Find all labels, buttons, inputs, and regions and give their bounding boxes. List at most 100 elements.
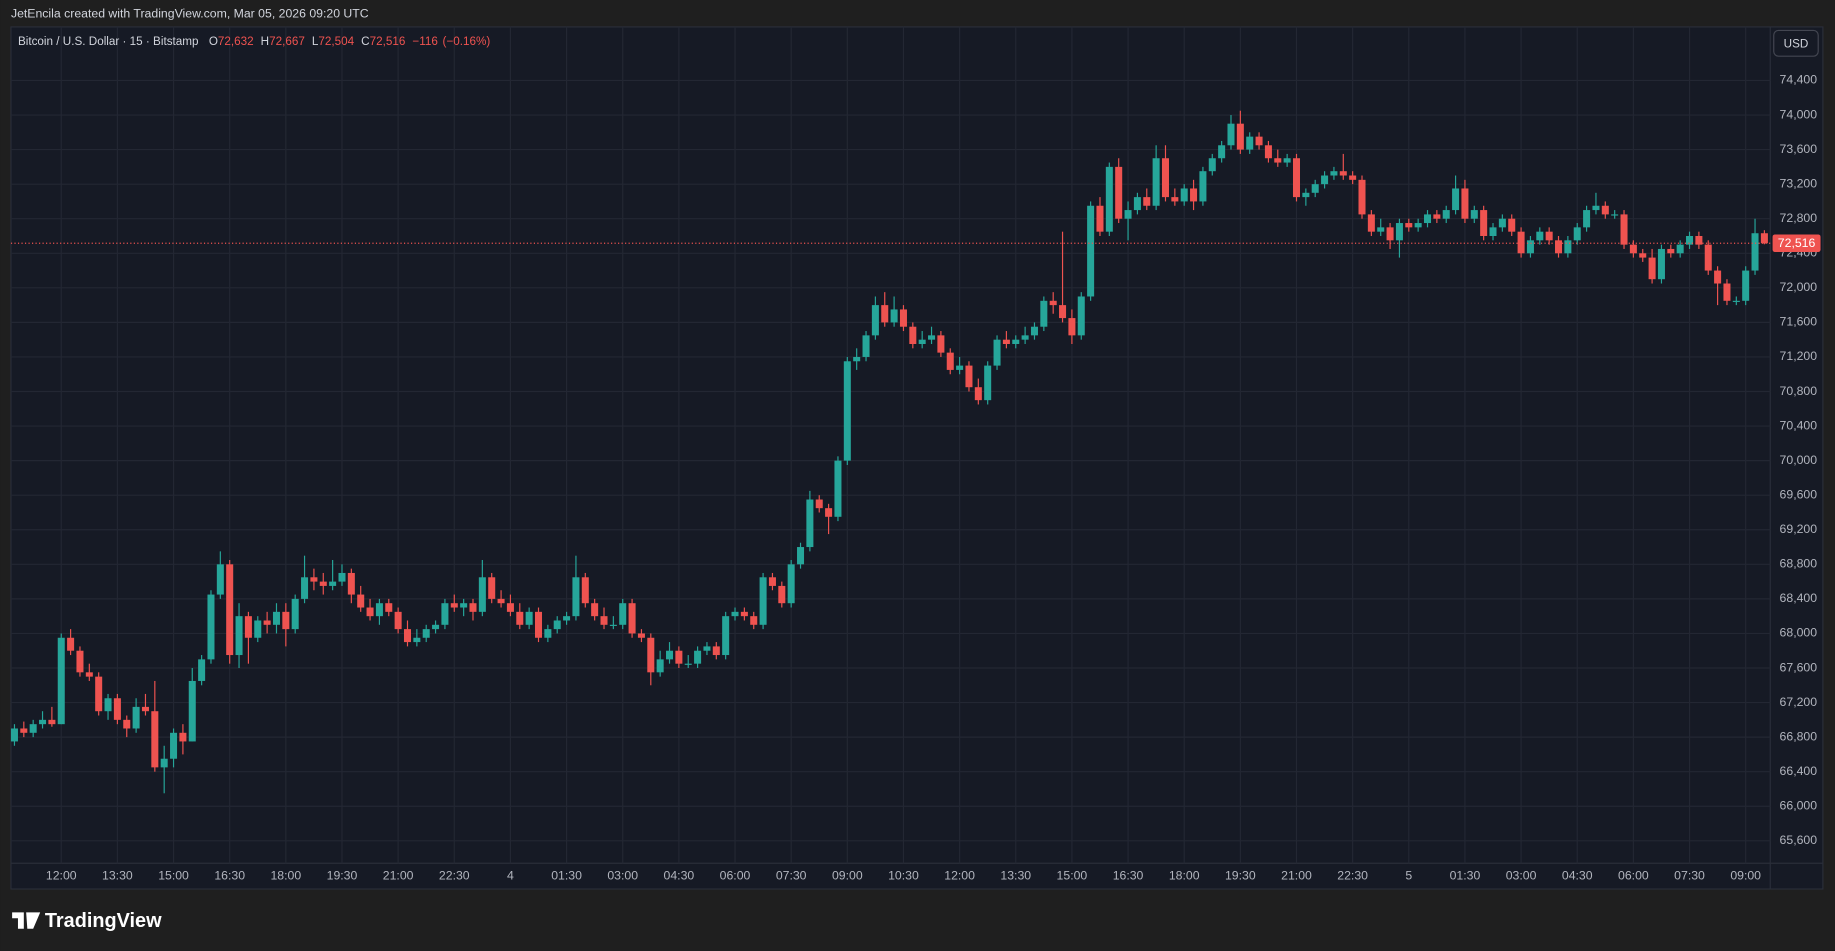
candle-body: [450, 603, 458, 608]
candle-body: [1583, 210, 1591, 228]
candle-body: [1021, 335, 1029, 340]
candle-body: [1526, 240, 1534, 254]
candle-body: [1629, 244, 1637, 254]
candle-body: [563, 616, 571, 621]
x-tick-label: 04:30: [664, 868, 695, 882]
candle-body: [329, 581, 337, 586]
candle-body: [1742, 270, 1750, 301]
candle-body: [1723, 283, 1731, 301]
candle-body: [656, 659, 664, 673]
candle-body: [937, 335, 945, 353]
candle-body: [647, 637, 655, 673]
chart-pane: [10, 26, 1824, 890]
currency[interactable]: USD: [1784, 38, 1809, 51]
candle-body: [871, 305, 879, 336]
y-tick-label: 73,200: [1780, 176, 1818, 190]
candle-body: [1002, 339, 1010, 344]
y-tick-label: 66,000: [1780, 798, 1818, 812]
y-tick-label: 70,400: [1780, 418, 1818, 432]
candle-body: [1732, 300, 1740, 302]
candle-body: [619, 603, 627, 625]
y-tick-label: 69,600: [1780, 487, 1818, 501]
candle-body: [29, 724, 37, 733]
candle-body: [740, 611, 748, 617]
y-tick-label: 72,800: [1780, 211, 1818, 225]
candle-body: [899, 309, 907, 327]
candle-body: [1274, 158, 1282, 163]
logo-icon: [12, 912, 41, 929]
candle-body: [1124, 210, 1132, 219]
candle-body: [1695, 235, 1703, 245]
x-tick-label: 09:00: [832, 868, 863, 882]
candle-body: [1480, 210, 1488, 236]
legend: Bitcoin / U.S. Dollar · 15 · Bitstamp O7…: [18, 35, 490, 48]
candle-body: [85, 672, 93, 677]
candle-body: [1508, 218, 1516, 232]
candle-body: [272, 611, 280, 625]
candle-body: [76, 650, 84, 673]
candle-body: [1096, 205, 1104, 232]
candle-body: [347, 572, 355, 595]
brand: TradingView: [45, 910, 162, 932]
x-tick-label: 4: [507, 868, 514, 882]
candle-body: [1190, 188, 1198, 202]
candle-body: [1040, 300, 1048, 327]
y-tick-label: 70,800: [1780, 384, 1818, 398]
candle-body: [357, 594, 365, 608]
candle-body: [1592, 205, 1600, 211]
candle-body: [1311, 184, 1319, 193]
candle-body: [1218, 145, 1226, 159]
candle-body: [319, 581, 327, 586]
candle-body: [553, 620, 561, 630]
candle-body: [254, 620, 262, 638]
candle-body: [1498, 218, 1506, 228]
candle-body: [1367, 214, 1375, 232]
candle-body: [1573, 227, 1581, 241]
logo: TradingView: [12, 910, 162, 932]
candle-body: [432, 624, 440, 630]
candle-body: [965, 365, 973, 388]
candle-body: [909, 326, 917, 344]
y-tick-label: 73,600: [1780, 142, 1818, 156]
x-tick-label: 12:00: [46, 868, 77, 882]
candle-body: [1236, 123, 1244, 150]
y-tick-label: 70,000: [1780, 453, 1818, 467]
candle-body: [628, 603, 636, 634]
candle-body: [1667, 248, 1675, 254]
candle-body: [1676, 244, 1684, 254]
candle-body: [132, 706, 140, 729]
legend-key: C: [361, 35, 369, 48]
candle-body: [928, 335, 936, 340]
candle-body: [516, 611, 524, 625]
candle-body: [244, 616, 252, 638]
candle-body: [10, 728, 18, 742]
candle-body: [188, 680, 196, 742]
candle-body: [263, 620, 271, 625]
candle-body: [1611, 214, 1619, 216]
candle-body: [170, 732, 178, 759]
x-tick-label: 15:00: [1057, 868, 1088, 882]
candle-body: [1433, 214, 1441, 219]
last-price-label: 72,516: [1778, 236, 1816, 250]
candle-body: [918, 339, 926, 344]
candle-body: [1489, 227, 1497, 236]
candle-body: [1751, 233, 1759, 271]
candle-body: [600, 616, 608, 625]
candle-body: [123, 719, 131, 729]
candle-body: [1358, 179, 1366, 215]
x-tick-label: 01:30: [551, 868, 582, 882]
candle-body: [1180, 188, 1188, 202]
candle-body: [1077, 296, 1085, 336]
candle-body: [1049, 300, 1057, 306]
candle-body: [946, 352, 954, 370]
legend-change: −116: [412, 35, 437, 48]
y-tick-label: 72,000: [1780, 280, 1818, 294]
candle-body: [366, 607, 374, 617]
candle-body: [1208, 158, 1216, 172]
x-tick-label: 09:00: [1730, 868, 1761, 882]
candle-body: [422, 629, 430, 638]
candle-body: [1714, 270, 1722, 284]
candle-body: [1386, 227, 1394, 241]
x-tick-label: 13:30: [1000, 868, 1031, 882]
currency-button[interactable]: [1773, 29, 1819, 57]
